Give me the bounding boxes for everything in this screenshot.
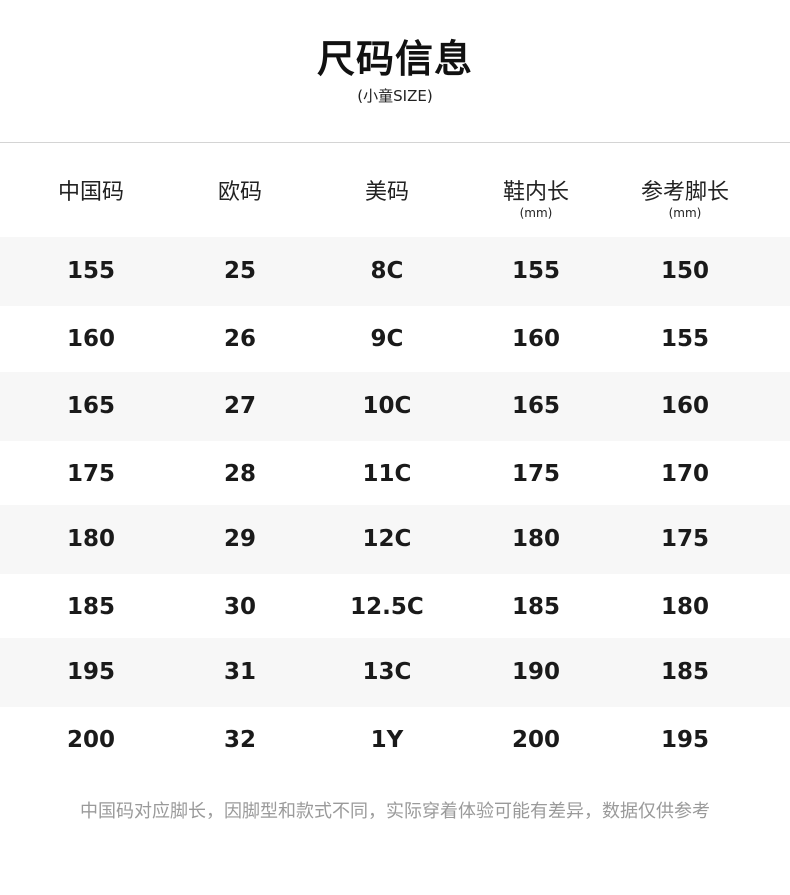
table-cell: 165: [511, 393, 560, 419]
column-header: 参考脚长 (mm): [610, 174, 760, 219]
table-cell: 180: [511, 526, 560, 552]
table-cell: 200: [511, 727, 560, 753]
table-cell: 190: [511, 659, 560, 685]
column-header-unit: (mm): [519, 206, 553, 220]
table-cell: 32: [223, 727, 256, 753]
table-cell: 1Y: [370, 727, 404, 753]
table-cell: 175: [511, 461, 560, 487]
table-cell: 12.5C: [350, 594, 424, 620]
table-cell: 10C: [362, 393, 412, 419]
table-cell: 25: [223, 258, 256, 284]
table-row: 165 27 10C 165 160: [0, 372, 790, 441]
table-row: 175 28 11C 175 170: [0, 441, 790, 508]
table-cell: 185: [660, 659, 709, 685]
column-header: 鞋内长 (mm): [461, 174, 611, 219]
table-cell: 165: [66, 393, 115, 419]
table-cell: 195: [66, 659, 115, 685]
column-header: 中国码: [16, 174, 166, 206]
table-cell: 11C: [362, 461, 412, 487]
table-cell: 26: [223, 326, 256, 352]
table-cell: 175: [660, 526, 709, 552]
table-cell: 29: [223, 526, 256, 552]
column-header-label: 参考脚长: [640, 180, 729, 205]
table-row: 195 31 13C 190 185: [0, 638, 790, 707]
table-cell: 160: [66, 326, 115, 352]
column-header-label: 欧码: [217, 180, 262, 205]
table-cell: 155: [511, 258, 560, 284]
table-cell: 31: [223, 659, 256, 685]
page-title: 尺码信息: [316, 37, 473, 81]
table-row: 200 32 1Y 200 195: [0, 707, 790, 774]
table-cell: 27: [223, 393, 256, 419]
page-subtitle: (小童SIZE): [357, 87, 433, 105]
table-cell: 180: [660, 594, 709, 620]
column-header-label: 鞋内长: [502, 180, 569, 205]
table-row: 155 25 8C 155 150: [0, 237, 790, 306]
column-header: 欧码: [165, 174, 315, 206]
table-cell: 160: [660, 393, 709, 419]
table-cell: 185: [66, 594, 115, 620]
table-cell: 28: [223, 461, 256, 487]
table-row: 160 26 9C 160 155: [0, 306, 790, 373]
table-cell: 155: [66, 258, 115, 284]
table-cell: 195: [660, 727, 709, 753]
table-row: 180 29 12C 180 175: [0, 505, 790, 574]
table-row: 185 30 12.5C 185 180: [0, 574, 790, 641]
table-cell: 175: [66, 461, 115, 487]
column-header-label: 美码: [364, 180, 409, 205]
table-cell: 13C: [362, 659, 412, 685]
table-cell: 200: [66, 727, 115, 753]
table-cell: 185: [511, 594, 560, 620]
column-header-unit: (mm): [668, 206, 702, 220]
footer-note: 中国码对应脚长，因脚型和款式不同，实际穿着体验可能有差异，数据仅供参考: [80, 801, 710, 822]
table-cell: 150: [660, 258, 709, 284]
table-cell: 9C: [370, 326, 404, 352]
table-cell: 30: [223, 594, 256, 620]
table-cell: 160: [511, 326, 560, 352]
column-header: 美码: [312, 174, 462, 206]
divider: [0, 142, 790, 143]
table-cell: 8C: [370, 258, 404, 284]
table-cell: 180: [66, 526, 115, 552]
column-header-label: 中国码: [57, 180, 124, 205]
table-cell: 155: [660, 326, 709, 352]
table-cell: 12C: [362, 526, 412, 552]
table-cell: 170: [660, 461, 709, 487]
